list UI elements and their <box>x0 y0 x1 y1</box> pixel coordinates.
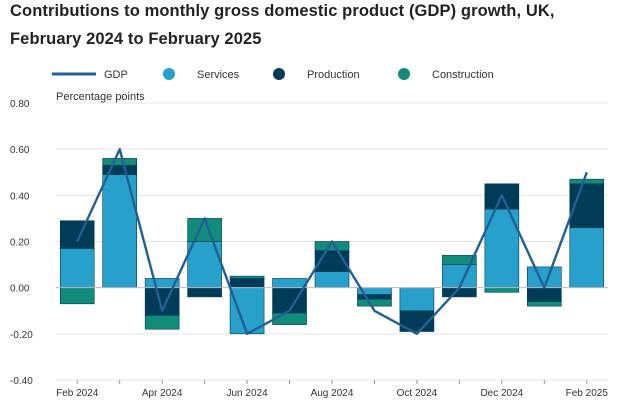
legend-swatch-services <box>163 68 175 80</box>
gdp-series-line <box>76 147 588 335</box>
legend-label-gdp: GDP <box>104 69 128 81</box>
bar-services <box>442 264 477 288</box>
bar-services <box>272 278 307 288</box>
bar-production <box>399 310 435 332</box>
x-axis-ticks: Feb 2024 Apr 2024 Jun 2024 Aug 2024 Oct 2024… <box>56 380 608 399</box>
bar-series-group <box>59 158 605 335</box>
bar-services <box>569 227 605 288</box>
x-tick-label: Jun 2024 <box>226 388 268 399</box>
bar-construction <box>229 275 265 279</box>
bar-services <box>59 248 95 288</box>
x-tick-label: Oct 2024 <box>397 388 438 399</box>
bar-production <box>229 278 265 288</box>
legend-swatch-production <box>273 68 285 80</box>
bar-construction <box>102 158 137 166</box>
y-tick-label: 0.80 <box>10 99 30 110</box>
bar-construction <box>527 301 562 307</box>
y-axis-ticks: 0.80 0.60 0.40 0.20 0.00 -0.20 -0.40 <box>10 99 33 387</box>
chart-legend: GDP Services Production Construction <box>52 68 494 81</box>
bar-production <box>527 287 562 302</box>
x-tick-label: Dec 2024 <box>480 388 523 399</box>
bar-construction <box>59 287 95 305</box>
bar-production <box>59 220 95 249</box>
y-tick-label: -0.40 <box>10 376 33 387</box>
y-axis-unit-label: Percentage points <box>56 91 145 103</box>
bar-production <box>187 287 222 298</box>
y-tick-label: 0.00 <box>10 284 30 295</box>
x-tick-label: Apr 2024 <box>142 388 183 399</box>
chart-title-line-1: Contributions to monthly gross domestic … <box>10 2 555 20</box>
bar-construction <box>569 178 605 185</box>
bar-services <box>399 287 435 312</box>
y-tick-label: 0.60 <box>10 145 30 156</box>
x-tick-label: Aug 2024 <box>311 388 354 399</box>
y-tick-label: -0.20 <box>10 330 33 341</box>
bar-construction <box>484 287 520 293</box>
bar-construction <box>357 298 392 307</box>
x-tick-label: Feb 2025 <box>566 388 609 399</box>
bar-production <box>357 294 392 300</box>
bar-construction <box>272 312 307 325</box>
chart-title-line-2: February 2024 to February 2025 <box>10 30 262 48</box>
y-tick-label: 0.20 <box>10 238 30 249</box>
x-tick-label: Feb 2024 <box>56 388 99 399</box>
y-tick-label: 0.40 <box>10 191 30 202</box>
legend-label-production: Production <box>307 69 360 81</box>
bar-construction <box>144 315 180 330</box>
gdp-line-group <box>76 147 588 335</box>
legend-swatch-construction <box>398 68 410 80</box>
bar-services <box>314 271 350 288</box>
bar-construction <box>442 255 477 265</box>
legend-label-services: Services <box>197 69 240 81</box>
legend-label-construction: Construction <box>432 69 494 81</box>
